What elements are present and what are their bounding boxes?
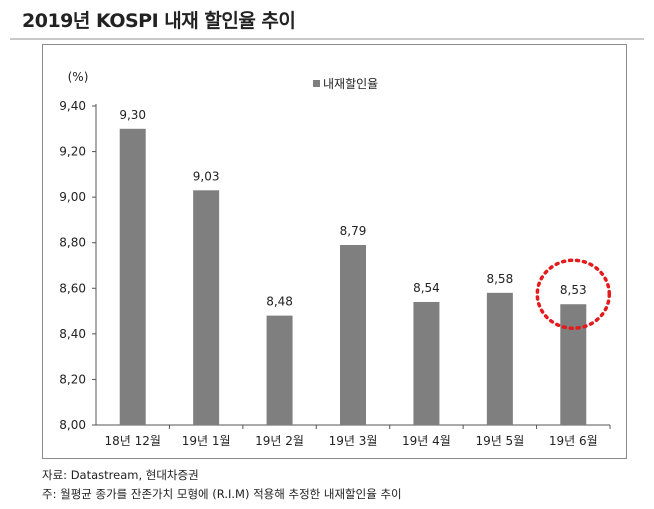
- title-divider: [10, 38, 644, 40]
- x-tick-label: 19년 6월: [549, 434, 598, 448]
- y-tick-label: 9,40: [59, 99, 86, 113]
- x-tick-label: 18년 12월: [104, 434, 160, 448]
- data-label: 8,53: [560, 283, 587, 297]
- x-tick-label: 19년 3월: [329, 434, 378, 448]
- y-tick-label: 8,20: [59, 372, 86, 386]
- source-note: 자료: Datastream, 현대차증권: [42, 468, 199, 482]
- bar: [193, 190, 220, 425]
- bar: [266, 315, 293, 425]
- bar: [340, 244, 366, 425]
- x-tick-label: 19년 4월: [402, 434, 451, 448]
- footnote: 주: 월평균 종가를 잔존가치 모형에 (R.I.M) 적용해 추정한 내재할인…: [42, 487, 402, 501]
- y-unit-label: (%): [68, 70, 89, 84]
- legend-swatch: [313, 80, 320, 87]
- highlight-circle: [535, 258, 612, 330]
- x-tick-label: 19년 5월: [475, 434, 524, 448]
- y-tick-label: 9,00: [59, 190, 86, 204]
- y-tick-label: 9,20: [59, 145, 86, 159]
- bar: [486, 292, 513, 425]
- data-label: 8,54: [413, 281, 440, 295]
- chart-title: 2019년 KOSPI 내재 할인율 추이: [22, 10, 296, 32]
- data-label: 8,58: [486, 272, 513, 286]
- data-label: 9,03: [193, 169, 220, 183]
- y-tick-label: 8,60: [59, 281, 86, 295]
- bar: [560, 304, 587, 425]
- y-tick-label: 8,80: [59, 236, 86, 250]
- x-tick-label: 19년 1월: [182, 434, 231, 448]
- legend-label: 내재할인율: [323, 77, 378, 91]
- chart-frame: [42, 44, 627, 459]
- data-label: 9,30: [119, 108, 146, 122]
- data-label: 8,79: [340, 224, 367, 238]
- bar: [413, 301, 440, 425]
- data-label: 8,48: [266, 295, 293, 309]
- bar: [119, 128, 146, 426]
- y-tick-label: 8,00: [59, 418, 86, 432]
- y-tick-label: 8,40: [59, 327, 86, 341]
- x-tick-label: 19년 2월: [255, 434, 304, 448]
